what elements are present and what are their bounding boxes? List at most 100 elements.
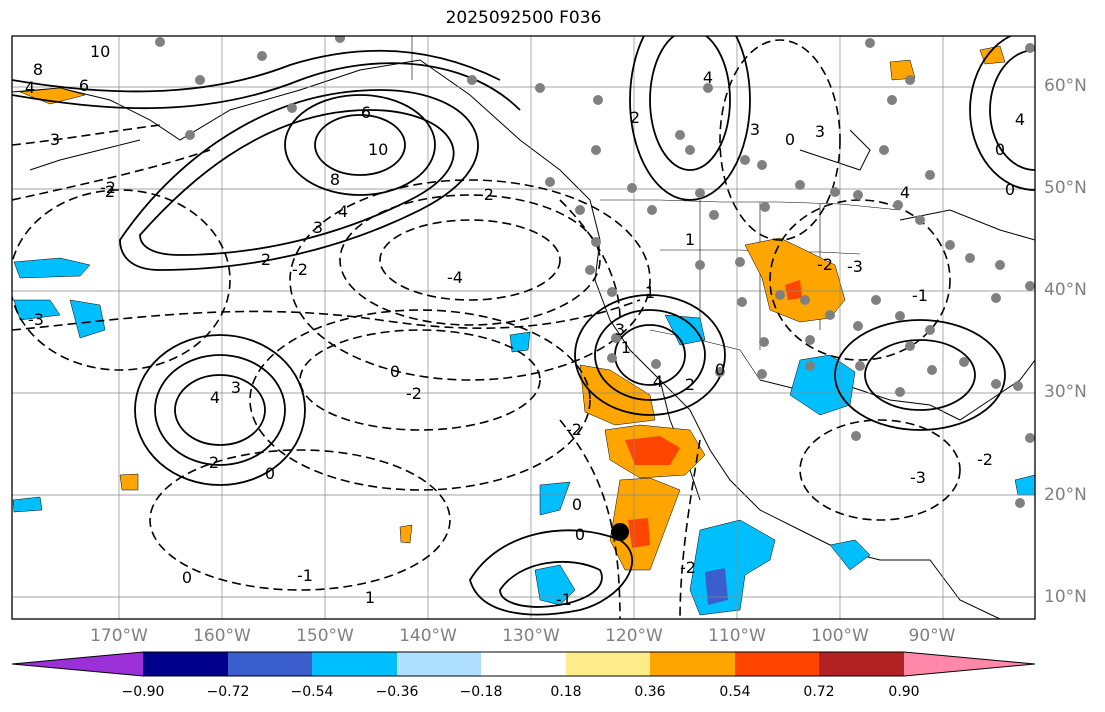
lat-label-40n: 40°N <box>1044 280 1087 300</box>
lon-label-170w: 170°W <box>90 626 148 646</box>
contour-label: 2 <box>629 108 641 127</box>
colorbar-tick-label: −0.90 <box>121 684 165 700</box>
colorbar-tick-label: 0.36 <box>634 684 666 700</box>
contour-label: 4 <box>652 372 664 391</box>
colorbar-tick-label: −0.54 <box>290 684 334 700</box>
station-markers <box>155 36 1035 508</box>
contour-label: -3 <box>847 257 863 276</box>
dashed-contours <box>12 39 961 619</box>
lat-label-20n: 20°N <box>1044 485 1087 505</box>
colorbar-bin <box>650 652 735 676</box>
colorbar-bin <box>397 652 481 676</box>
contour-label: -4 <box>447 268 463 287</box>
contour-label: 0 <box>571 495 583 514</box>
lon-label-160w: 160°W <box>193 626 251 646</box>
contour-label: 2 <box>208 453 220 472</box>
map-frame-background <box>12 36 1035 619</box>
solid-contours <box>12 36 1035 616</box>
contour-label: 6 <box>360 103 372 122</box>
contour-label: -3 <box>910 468 926 487</box>
contour-label: -2 <box>478 185 494 204</box>
contour-label: 6 <box>78 76 90 95</box>
contour-label: 0 <box>1004 180 1016 199</box>
colorbar-outline <box>11 651 1036 677</box>
contour-label: 3 <box>814 122 826 141</box>
contour-label: -2 <box>977 450 993 469</box>
lon-label-120w: 120°W <box>605 626 663 646</box>
contour-label: 8 <box>32 60 44 79</box>
colorbar-bin <box>566 652 650 676</box>
contour-label: 3 <box>312 218 324 237</box>
lat-label-30n: 30°N <box>1044 382 1087 402</box>
map-title: 2025092500 F036 <box>445 8 602 28</box>
contour-label: 3 <box>614 320 626 339</box>
contour-label: -2 <box>680 558 696 577</box>
lat-label-60n: 60°N <box>1044 76 1087 96</box>
contour-label: 1 <box>364 588 376 607</box>
lon-label-130w: 130°W <box>502 626 560 646</box>
colorbar-bin <box>143 652 228 676</box>
colorbar-tick-label: 0.18 <box>550 684 582 700</box>
lat-label-10n: 10°N <box>1044 587 1087 607</box>
contour-label: 3 <box>49 130 61 149</box>
lon-label-110w: 110°W <box>708 626 766 646</box>
contour-label: 8 <box>329 170 341 189</box>
contour-label: 0 <box>994 140 1006 159</box>
contour-label: 3 <box>749 120 761 139</box>
contour-label: 4 <box>24 78 36 97</box>
colorbar-tick-label: −0.18 <box>459 684 503 700</box>
contour-label: -3 <box>28 310 44 329</box>
colorbar-tick-label: 0.54 <box>719 684 751 700</box>
colorbar-tick-label: −0.72 <box>206 684 250 700</box>
contour-label: 0 <box>784 130 796 149</box>
lon-label-150w: 150°W <box>296 626 354 646</box>
contour-label: 0 <box>181 568 193 587</box>
colorbar-bin <box>735 652 819 676</box>
lon-label-90w: 90°W <box>908 626 956 646</box>
contour-label: -2 <box>817 255 833 274</box>
contour-label: 2 <box>104 182 116 201</box>
contour-label: -1 <box>912 286 928 305</box>
strong-negative-shading <box>705 568 728 605</box>
contour-label: 3 <box>230 378 242 397</box>
contour-label: 4 <box>899 183 911 202</box>
colorbar-bin <box>228 652 312 676</box>
colorbar-tick-label: −0.36 <box>375 684 419 700</box>
contour-label: 2 <box>260 250 272 269</box>
lon-label-140w: 140°W <box>399 626 457 646</box>
contour-label: 0 <box>714 360 726 379</box>
contour-label: 2 <box>684 375 696 394</box>
colorbar-extend-high <box>904 652 1035 676</box>
contour-label: 4 <box>702 68 714 87</box>
contour-label: -2 <box>566 420 582 439</box>
contour-label: 0 <box>574 525 586 544</box>
lat-label-50n: 50°N <box>1044 178 1087 198</box>
lon-label-100w: 100°W <box>811 626 869 646</box>
contour-label: 1 <box>684 230 696 249</box>
map-border <box>11 35 1036 620</box>
graticule <box>12 36 1035 619</box>
colorbar-tick-label: 0.72 <box>803 684 835 700</box>
contour-label: 1 <box>644 283 656 302</box>
contour-label: -1 <box>297 566 313 585</box>
colorbar-tick-label: 0.90 <box>888 684 920 700</box>
colorbar-extend-low <box>12 652 143 676</box>
colorbar-bin <box>481 652 566 676</box>
strong-positive-shading <box>625 280 802 548</box>
contour-label: 1 <box>620 338 632 357</box>
contour-label: 0 <box>389 362 401 381</box>
colorbar-bin <box>312 652 397 676</box>
contour-label: -2 <box>292 260 308 279</box>
contour-label: 4 <box>209 388 221 407</box>
contour-label: 0 <box>264 464 276 483</box>
contour-label: 4 <box>337 202 349 221</box>
contour-label: 10 <box>368 140 389 159</box>
contour-label: -2 <box>100 178 116 197</box>
contour-label: -2 <box>406 384 422 403</box>
contour-label: -1 <box>556 590 572 609</box>
track-point-marker <box>611 523 629 541</box>
colorbar-bin <box>819 652 904 676</box>
contour-label: 4 <box>1014 110 1026 129</box>
colorbar <box>11 651 1036 677</box>
